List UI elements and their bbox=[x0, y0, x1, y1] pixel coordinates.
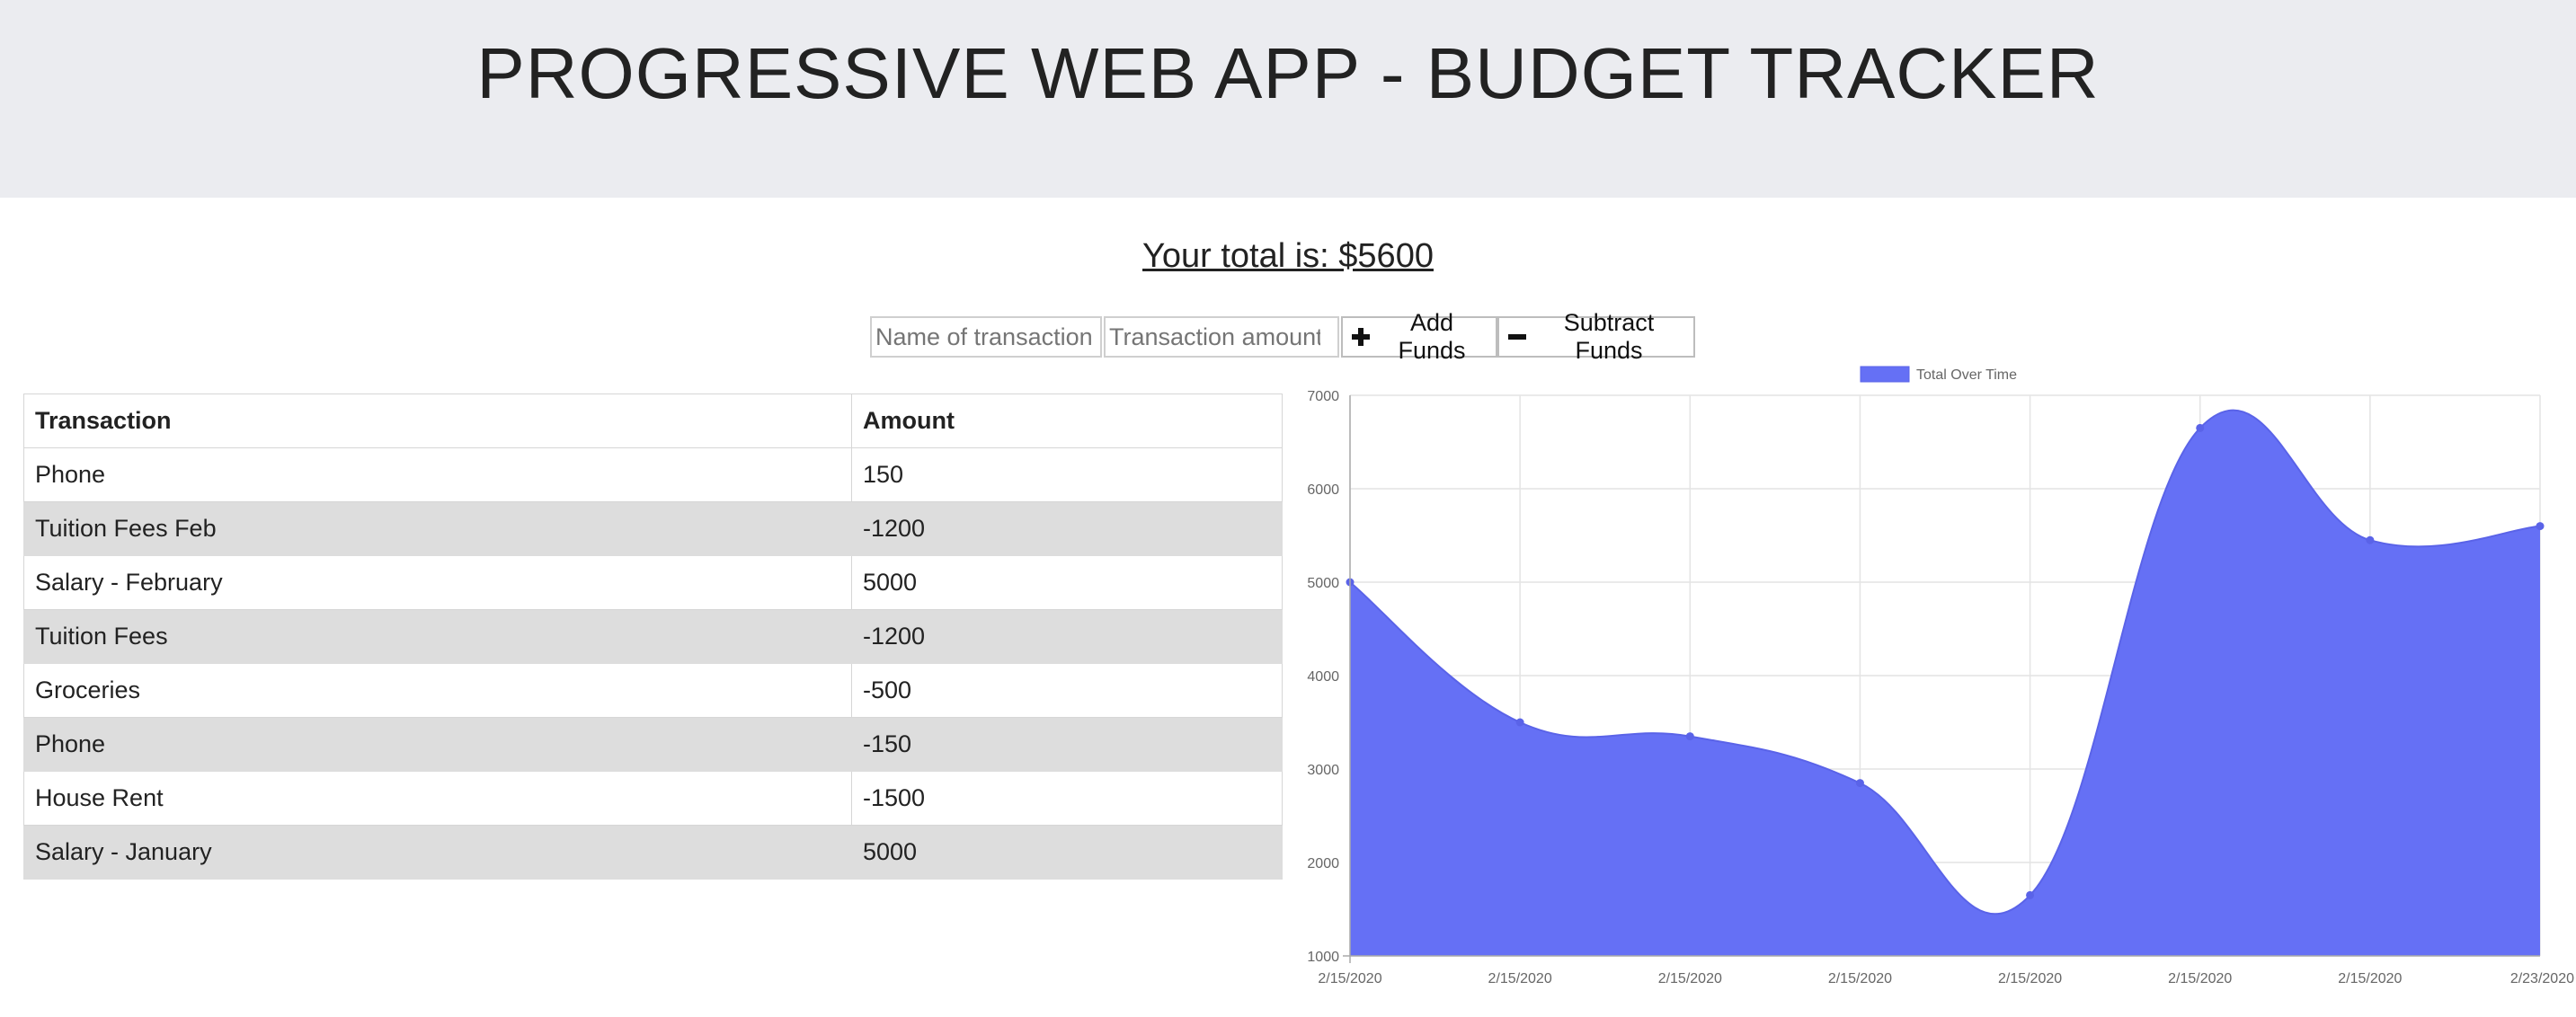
subtract-funds-button[interactable]: Subtract Funds bbox=[1497, 309, 1695, 364]
transactions-table: Transaction Amount Phone 150 Tuition Fees… bbox=[23, 394, 1283, 880]
table-row: Salary - January 5000 bbox=[23, 825, 1283, 880]
transaction-amount: -1200 bbox=[851, 609, 1283, 664]
table-header-row: Transaction Amount bbox=[23, 394, 1283, 448]
table-row: Salary - February 5000 bbox=[23, 555, 1283, 610]
transaction-amount: -150 bbox=[851, 717, 1283, 772]
chart-canvas: 7000 6000 5000 4000 3000 2000 1000 2/15/2020 2/1… bbox=[1307, 366, 2574, 986]
transaction-amount: 5000 bbox=[851, 825, 1283, 880]
add-funds-label: Add Funds bbox=[1398, 309, 1466, 364]
data-point bbox=[1685, 732, 1694, 741]
table-row: Groceries -500 bbox=[23, 663, 1283, 718]
total-over-time-chart: 7000 6000 5000 4000 3000 2000 1000 2/15/2020 2/1… bbox=[1285, 358, 2576, 1013]
legend-swatch bbox=[1860, 366, 1910, 383]
x-tick-label: 2/15/2020 bbox=[1998, 971, 2062, 986]
data-point bbox=[1855, 779, 1864, 788]
transaction-form: Add Funds Subtract Funds bbox=[870, 309, 1695, 364]
transaction-amount: 150 bbox=[851, 447, 1283, 502]
x-tick-label: 2/15/2020 bbox=[2168, 971, 2232, 986]
transaction-amount: -1500 bbox=[851, 771, 1283, 826]
transaction-amount: -1200 bbox=[851, 501, 1283, 556]
y-tick-label: 7000 bbox=[1307, 389, 1339, 404]
x-tick-label: 2/15/2020 bbox=[1828, 971, 1892, 986]
total-display: Your total is: $5600 bbox=[1142, 237, 1434, 275]
table-row: Tuition Fees Feb -1200 bbox=[23, 501, 1283, 556]
transaction-amount: 5000 bbox=[851, 555, 1283, 610]
minus-icon bbox=[1508, 328, 1526, 346]
subtract-funds-label: Subtract Funds bbox=[1563, 309, 1655, 364]
data-point bbox=[2026, 890, 2035, 899]
transaction-amount-input[interactable] bbox=[1104, 316, 1339, 358]
transaction-name: Tuition Fees Feb bbox=[23, 501, 852, 556]
transaction-name: Groceries bbox=[23, 663, 852, 718]
plus-icon bbox=[1352, 328, 1370, 346]
table-row: Phone -150 bbox=[23, 717, 1283, 772]
legend-label: Total Over Time bbox=[1916, 367, 2017, 383]
y-tick-label: 1000 bbox=[1307, 950, 1339, 965]
table-row: Phone 150 bbox=[23, 447, 1283, 502]
transaction-name: Salary - January bbox=[23, 825, 852, 880]
transaction-name: Tuition Fees bbox=[23, 609, 852, 664]
x-tick-label: 2/15/2020 bbox=[2338, 971, 2402, 986]
y-tick-label: 4000 bbox=[1307, 669, 1339, 685]
column-header-transaction: Transaction bbox=[23, 394, 852, 448]
x-tick-label: 2/15/2020 bbox=[1318, 971, 1381, 986]
data-point bbox=[2366, 535, 2375, 544]
transaction-name-input[interactable] bbox=[870, 316, 1102, 358]
y-tick-label: 6000 bbox=[1307, 482, 1339, 498]
x-tick-label: 2/23/2020 bbox=[2510, 971, 2574, 986]
data-point bbox=[2536, 522, 2545, 531]
transaction-name: House Rent bbox=[23, 771, 852, 826]
transaction-name: Phone bbox=[23, 447, 852, 502]
y-tick-label: 5000 bbox=[1307, 576, 1339, 591]
table-row: House Rent -1500 bbox=[23, 771, 1283, 826]
data-point bbox=[2196, 423, 2205, 432]
x-tick-label: 2/15/2020 bbox=[1658, 971, 1722, 986]
x-tick-label: 2/15/2020 bbox=[1488, 971, 1552, 986]
data-point bbox=[1515, 718, 1524, 727]
series-line bbox=[1349, 409, 2541, 915]
table-row: Tuition Fees -1200 bbox=[23, 609, 1283, 664]
y-tick-label: 3000 bbox=[1307, 763, 1339, 778]
page-header: PROGRESSIVE WEB APP - BUDGET TRACKER bbox=[0, 0, 2576, 198]
y-tick-label: 2000 bbox=[1307, 856, 1339, 871]
transaction-name: Phone bbox=[23, 717, 852, 772]
column-header-amount: Amount bbox=[851, 394, 1283, 448]
transaction-name: Salary - February bbox=[23, 555, 852, 610]
area-fill bbox=[1350, 410, 2540, 956]
add-funds-button[interactable]: Add Funds bbox=[1341, 309, 1497, 364]
transaction-amount: -500 bbox=[851, 663, 1283, 718]
page-title: PROGRESSIVE WEB APP - BUDGET TRACKER bbox=[476, 33, 2100, 113]
